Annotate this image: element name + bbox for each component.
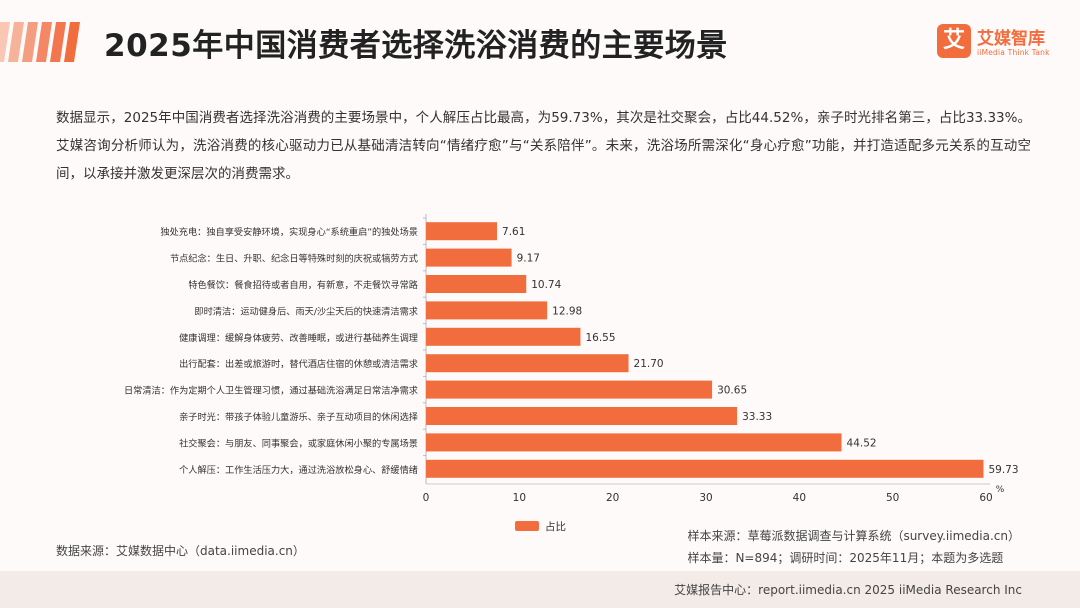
bar-9 [426, 433, 842, 452]
bar-3 [426, 275, 527, 293]
data-label-8: 33.33 [742, 411, 772, 423]
category-label-3: 特色餐饮：餐食招待或者自用，有新意，不走餐饮寻常路 [188, 279, 418, 291]
legend-swatch [515, 521, 539, 531]
x-unit-label: % [996, 485, 1005, 495]
bar-chart: 7.61 独处充电：独自享受安静环境，实现身心“系统重启”的独处场景 9.17 节点纪… [124, 214, 1019, 533]
logo-subtitle: iiMedia Think Tank [977, 48, 1050, 57]
bottom-bar: 艾媒报告中心：report.iimedia.cn 2025 iiMedia Re… [0, 571, 1080, 608]
category-label-10: 个人解压：工作生活压力大，通过洗浴放松身心、舒缓情绪 [179, 464, 418, 476]
sample-info: 样本来源：草莓派数据调查与计算系统（survey.iimedia.cn） 样本量… [687, 525, 1020, 569]
category-label-9: 社交聚会：与朋友、同事聚会，或家庭休闲小聚的专属场景 [179, 437, 418, 449]
bar-6 [426, 354, 629, 373]
data-label-2: 9.17 [517, 253, 540, 265]
category-label-4: 即时清洁：运动健身后、雨天/沙尘天后的快速清洁需求 [194, 305, 418, 317]
category-label-1: 独处充电：独自享受安静环境，实现身心“系统重启”的独处场景 [160, 226, 418, 238]
data-source: 数据来源：艾媒数据中心（data.iimedia.cn） [56, 544, 305, 558]
data-label-3: 10.74 [531, 279, 561, 291]
data-label-4: 12.98 [552, 305, 582, 317]
category-label-5: 健康调理：缓解身体疲劳、改善睡眠，或进行基础养生调理 [179, 332, 418, 344]
x-tick-label-50: 50 [886, 492, 899, 504]
category-label-7: 日常清洁：作为定期个人卫生管理习惯，通过基础洗浴满足日常洁净需求 [124, 385, 418, 397]
bar-2 [426, 248, 512, 267]
bar-8 [426, 407, 738, 425]
bar-7 [426, 380, 713, 399]
x-tick-label-40: 40 [793, 492, 806, 504]
brand-logo: 艾 艾媒智库 iiMedia Think Tank [937, 24, 1067, 64]
x-tick-label-60: 60 [979, 492, 992, 504]
data-label-6: 21.70 [634, 358, 664, 370]
data-label-10: 59.73 [988, 464, 1018, 476]
category-label-8: 亲子时光：带孩子体验儿童游乐、亲子互动项目的休闲选择 [179, 411, 418, 423]
data-label-7: 30.65 [717, 385, 747, 397]
bar-1 [426, 222, 498, 241]
description-paragraph: 数据显示，2025年中国消费者选择洗浴消费的主要场景中，个人解压占比最高，为59… [56, 110, 1031, 182]
report-center-text: 艾媒报告中心：report.iimedia.cn 2025 iiMedia Re… [674, 583, 1022, 597]
x-tick-label-20: 20 [606, 492, 619, 504]
logo-mark-icon: 艾 [937, 24, 971, 58]
x-tick-label-0: 0 [423, 492, 430, 504]
sample-source: 样本来源：草莓派数据调查与计算系统（survey.iimedia.cn） [687, 529, 1020, 543]
category-label-6: 出行配套：出差或旅游时，替代酒店住宿的休憩或清洁需求 [179, 358, 418, 370]
data-label-5: 16.55 [585, 332, 615, 344]
data-label-1: 7.61 [502, 226, 525, 238]
page-title: 2025年中国消费者选择洗浴消费的主要场景 [104, 28, 728, 64]
data-label-9: 44.52 [847, 437, 877, 449]
bar-5 [426, 327, 581, 346]
bar-10 [426, 459, 984, 478]
x-tick-label-10: 10 [513, 492, 526, 504]
category-label-2: 节点纪念：生日、升职、纪念日等特殊时刻的庆祝或犒劳方式 [170, 253, 418, 265]
legend-label: 占比 [545, 520, 566, 533]
x-tick-label-30: 30 [699, 492, 712, 504]
title-stripes-decoration [0, 22, 80, 62]
bar-4 [426, 301, 548, 320]
logo-name: 艾媒智库 [977, 29, 1045, 49]
sample-size: 样本量：N=894；调研时间：2025年11月；本题为多选题 [687, 551, 1004, 565]
